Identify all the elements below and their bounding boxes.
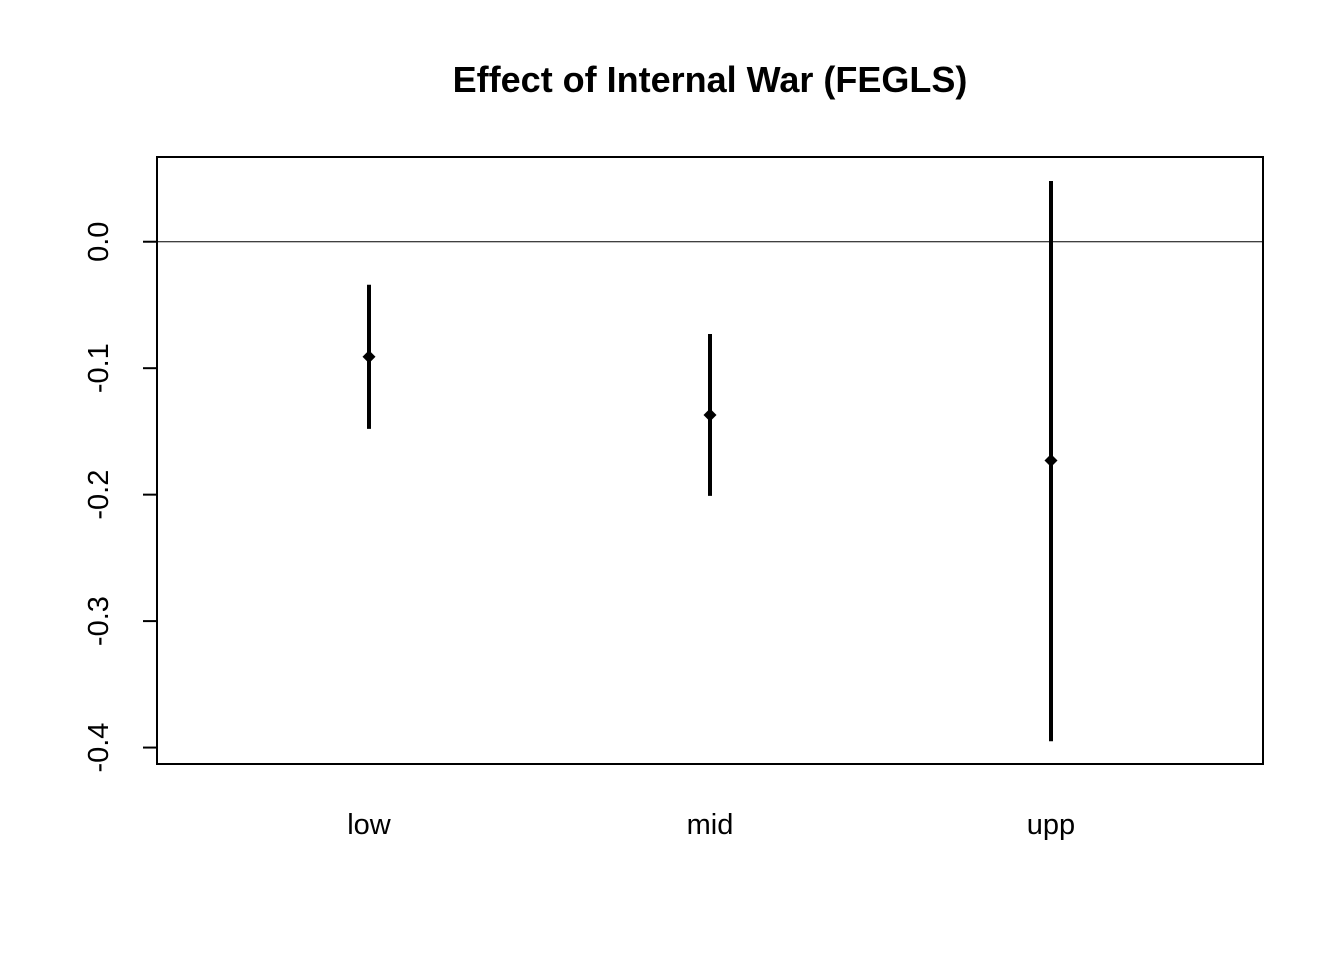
estimate-marks bbox=[362, 181, 1058, 742]
x-tick-label: upp bbox=[1027, 809, 1075, 841]
y-tick-label: -0.3 bbox=[83, 596, 115, 646]
y-axis: -0.4 -0.3 -0.2 -0.1 0.0 bbox=[83, 222, 158, 773]
y-tick-label: -0.2 bbox=[83, 470, 115, 520]
point-estimate-mid bbox=[703, 408, 717, 422]
point-estimate-low bbox=[362, 350, 376, 364]
x-axis: low mid upp bbox=[347, 809, 1075, 841]
x-tick-label: low bbox=[347, 809, 392, 841]
point-estimate-upp bbox=[1044, 454, 1058, 467]
chart-title: Effect of Internal War (FEGLS) bbox=[453, 59, 968, 100]
y-tick-label: -0.1 bbox=[83, 343, 115, 393]
x-tick-label: mid bbox=[687, 809, 734, 841]
y-tick-label: 0.0 bbox=[83, 222, 115, 262]
y-tick-label: -0.4 bbox=[83, 723, 115, 773]
